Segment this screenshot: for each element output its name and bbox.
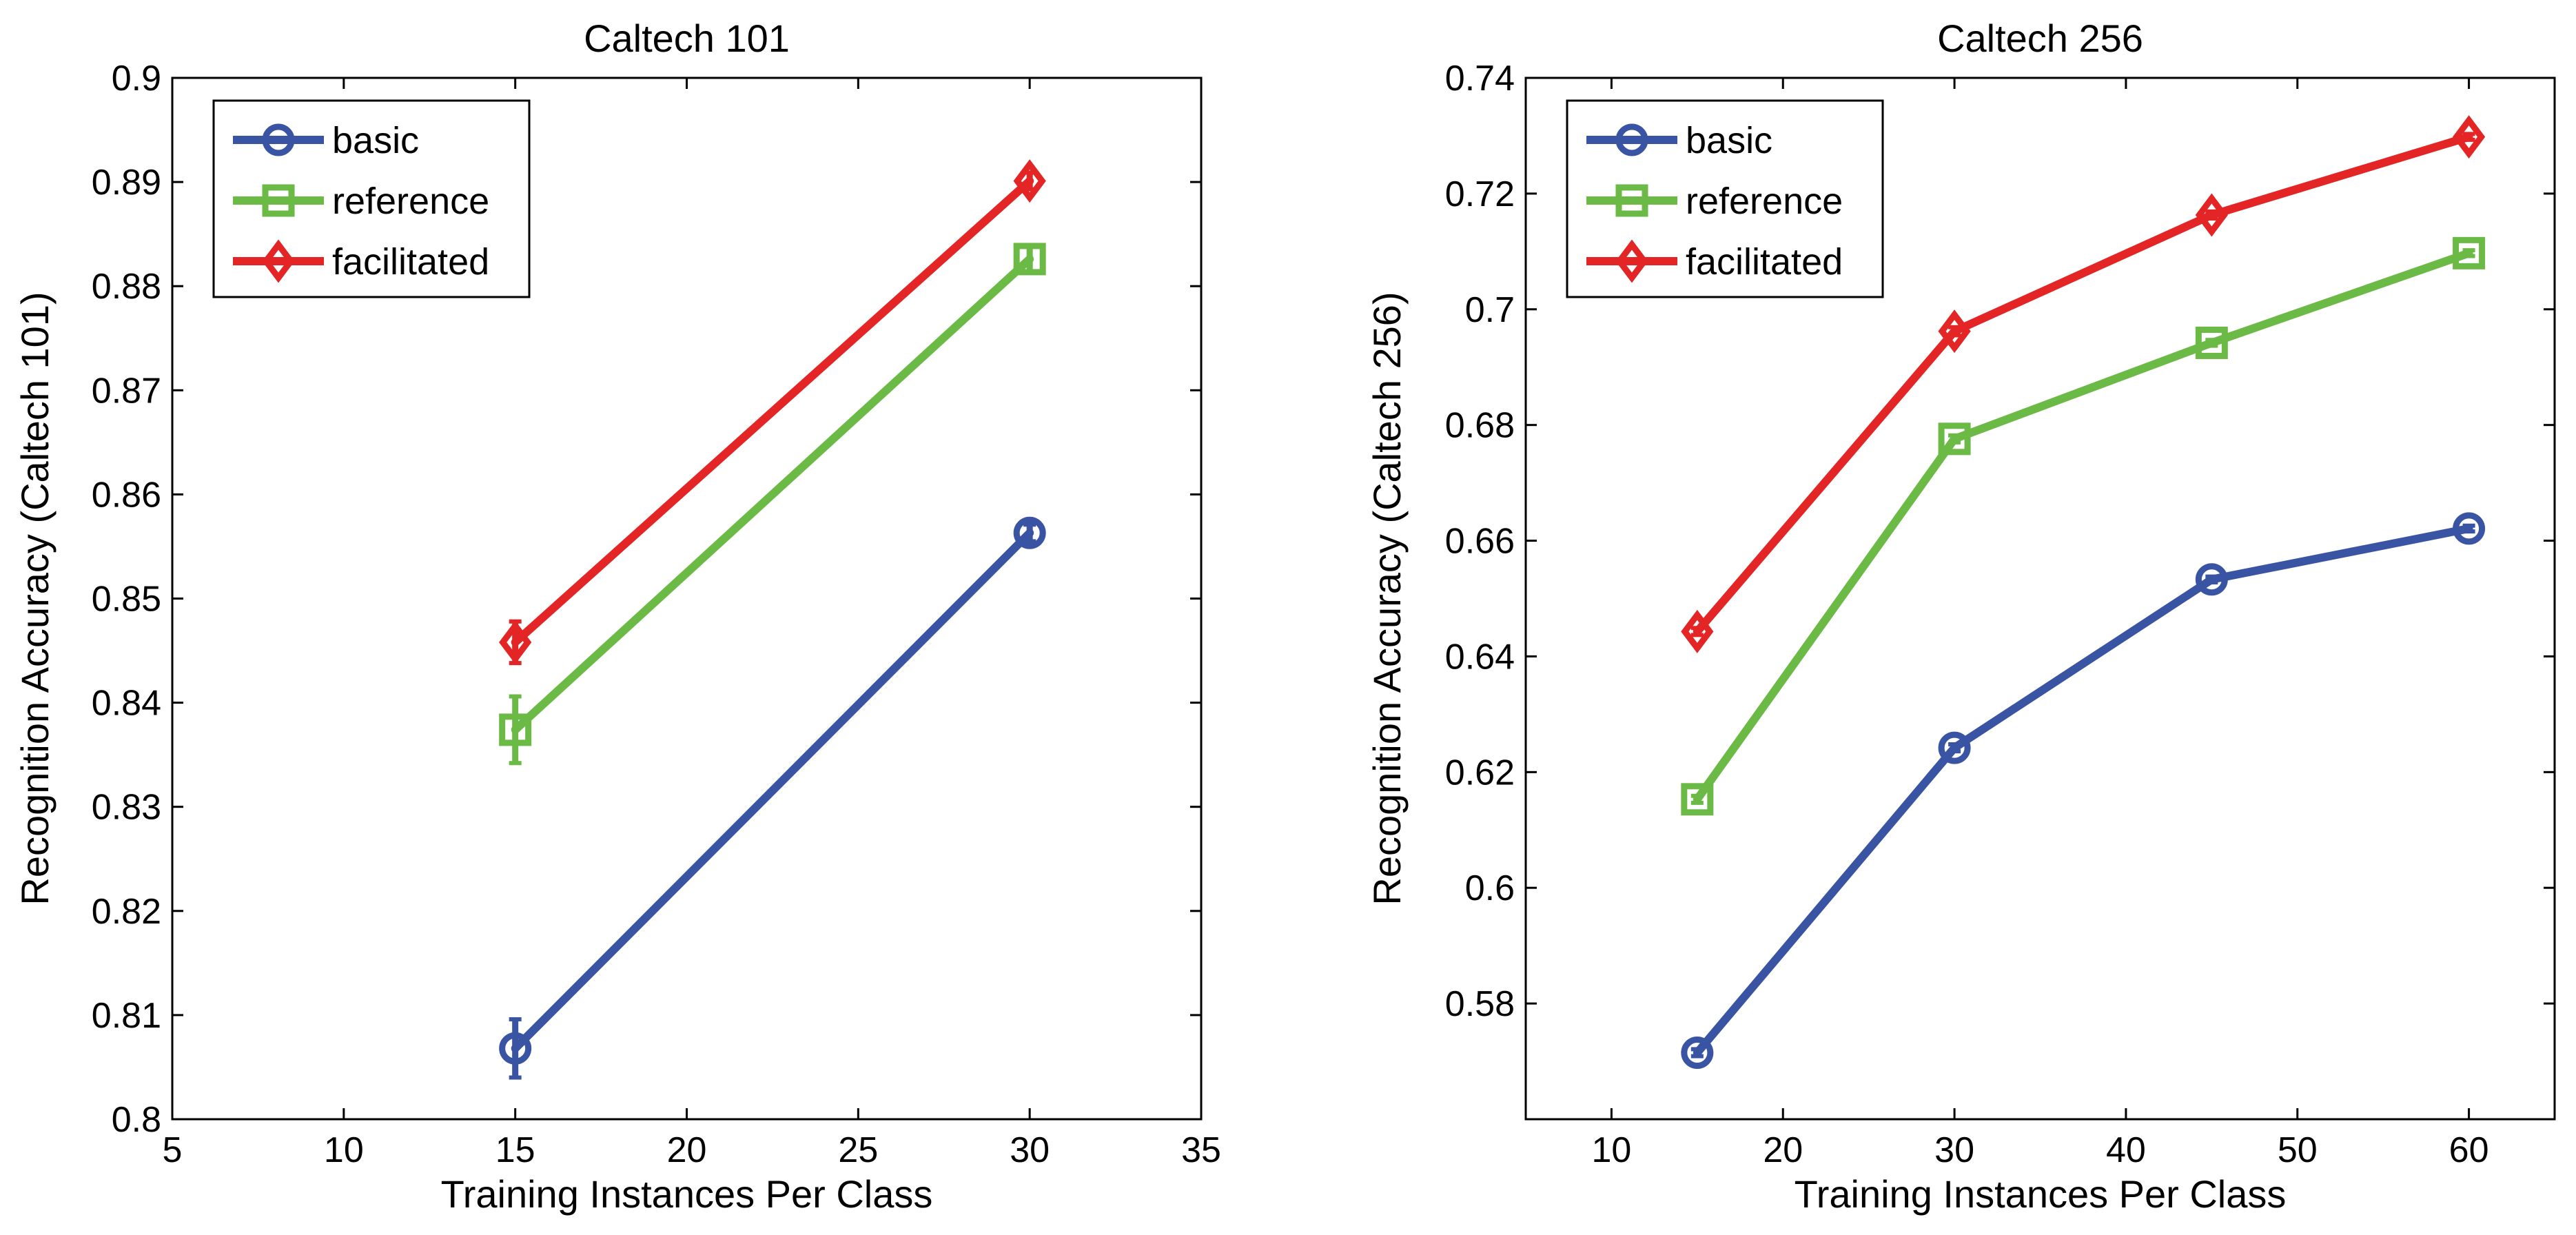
x-axis-label: Training Instances Per Class: [441, 1172, 933, 1216]
x-tick-label: 10: [324, 1130, 364, 1170]
series-reference: [499, 243, 1046, 766]
y-tick-label: 0.58: [1445, 984, 1515, 1024]
y-tick-label: 0.6: [1465, 868, 1515, 908]
series-line-facilitated: [511, 176, 1034, 646]
series-reference: [1681, 236, 2486, 816]
x-tick-label: 60: [2449, 1130, 2489, 1170]
data-point-basic: [1013, 516, 1046, 549]
data-point-facilitated: [1013, 159, 1046, 203]
series-line-reference: [511, 254, 1034, 734]
chart-2: 10 20 30 40 50 60 0.58 0.6 0.62 0.64 0.66 0.68 0.7 0.…: [1365, 17, 2556, 1216]
y-tick-label: 0.9: [112, 59, 161, 99]
y-tick-label: 0.85: [92, 580, 161, 620]
legend-label-basic: basic: [1686, 120, 1772, 161]
y-tick-label: 0.87: [92, 371, 161, 411]
y-tick-label: 0.88: [92, 267, 161, 307]
x-tick-label: 50: [2278, 1130, 2318, 1170]
y-tick-label: 0.66: [1445, 522, 1515, 562]
y-tick-label: 0.72: [1445, 174, 1515, 214]
data-point-facilitated: [2195, 193, 2228, 237]
x-tick-label: 15: [495, 1130, 535, 1170]
legend-label-facilitated: facilitated: [1686, 241, 1843, 283]
y-tick-label: 0.82: [92, 892, 161, 932]
legend-marker-basic: [1615, 123, 1648, 156]
y-tick-label: 0.89: [92, 163, 161, 203]
data-point-reference: [1013, 243, 1046, 276]
legend-marker-basic: [262, 123, 295, 156]
data-point-basic: [499, 1032, 532, 1065]
legend-marker-facilitated: [262, 239, 295, 283]
x-tick-label: 30: [1010, 1130, 1050, 1170]
y-tick-label: 0.86: [92, 475, 161, 515]
series-line-basic: [1693, 524, 2473, 1057]
series-line-facilitated: [1693, 132, 2473, 636]
y-tick-label: 0.64: [1445, 637, 1515, 677]
data-point-basic: [2195, 563, 2228, 596]
series-line-reference: [1693, 249, 2473, 804]
chart-1: 5 10 15 20 25 30 35 0.8 0.81 0.82 0.83 0.84 0.85 0.86…: [13, 17, 1221, 1216]
data-point-basic: [1681, 1036, 1714, 1069]
data-point-basic: [1938, 731, 1971, 764]
legend-label-reference: reference: [1686, 181, 1843, 222]
series-line-basic: [511, 529, 1034, 1053]
legend-marker-reference: [1615, 184, 1648, 217]
x-tick-label: 25: [838, 1130, 878, 1170]
data-point-facilitated: [2452, 115, 2486, 159]
legend: basic reference facilitated: [212, 99, 531, 298]
legend-marker-reference: [262, 184, 295, 217]
chart-title: Caltech 256: [1937, 17, 2143, 60]
y-axis-label: Recognition Accuracy (Caltech 256): [1365, 292, 1409, 905]
x-tick-label: 35: [1181, 1130, 1221, 1170]
data-point-reference: [2195, 326, 2228, 359]
y-tick-label: 0.83: [92, 788, 161, 828]
y-tick-label: 0.62: [1445, 753, 1515, 793]
x-tick-label: 5: [163, 1130, 183, 1170]
series-basic: [499, 516, 1046, 1080]
data-point-facilitated: [1681, 609, 1714, 653]
x-axis-label: Training Instances Per Class: [1795, 1172, 2287, 1216]
data-point-reference: [499, 713, 532, 746]
data-point-reference: [1681, 783, 1714, 816]
series-basic: [1681, 512, 2486, 1069]
x-tick-label: 20: [667, 1130, 707, 1170]
x-tick-label: 20: [1763, 1130, 1803, 1170]
legend-label-facilitated: facilitated: [332, 241, 489, 283]
y-tick-label: 0.74: [1445, 59, 1515, 99]
series-facilitated: [1681, 115, 2486, 653]
data-point-facilitated: [1938, 309, 1971, 354]
legend: basic reference facilitated: [1566, 99, 1884, 298]
legend-marker-facilitated: [1615, 239, 1648, 283]
y-tick-label: 0.81: [92, 996, 161, 1036]
y-axis-label: Recognition Accuracy (Caltech 101): [13, 292, 57, 905]
series-facilitated: [499, 159, 1046, 666]
y-tick-label: 0.84: [92, 684, 161, 724]
legend-label-reference: reference: [332, 181, 489, 222]
data-point-reference: [1938, 422, 1971, 456]
x-tick-label: 40: [2106, 1130, 2146, 1170]
y-tick-label: 0.7: [1465, 290, 1515, 330]
data-point-basic: [2453, 512, 2486, 545]
chart-title: Caltech 101: [584, 17, 790, 60]
x-tick-label: 30: [1934, 1130, 1974, 1170]
data-point-reference: [2453, 236, 2486, 269]
legend-label-basic: basic: [332, 120, 419, 161]
y-tick-label: 0.68: [1445, 406, 1515, 446]
x-tick-label: 10: [1591, 1130, 1631, 1170]
y-tick-label: 0.8: [112, 1100, 161, 1140]
data-point-facilitated: [499, 620, 532, 664]
